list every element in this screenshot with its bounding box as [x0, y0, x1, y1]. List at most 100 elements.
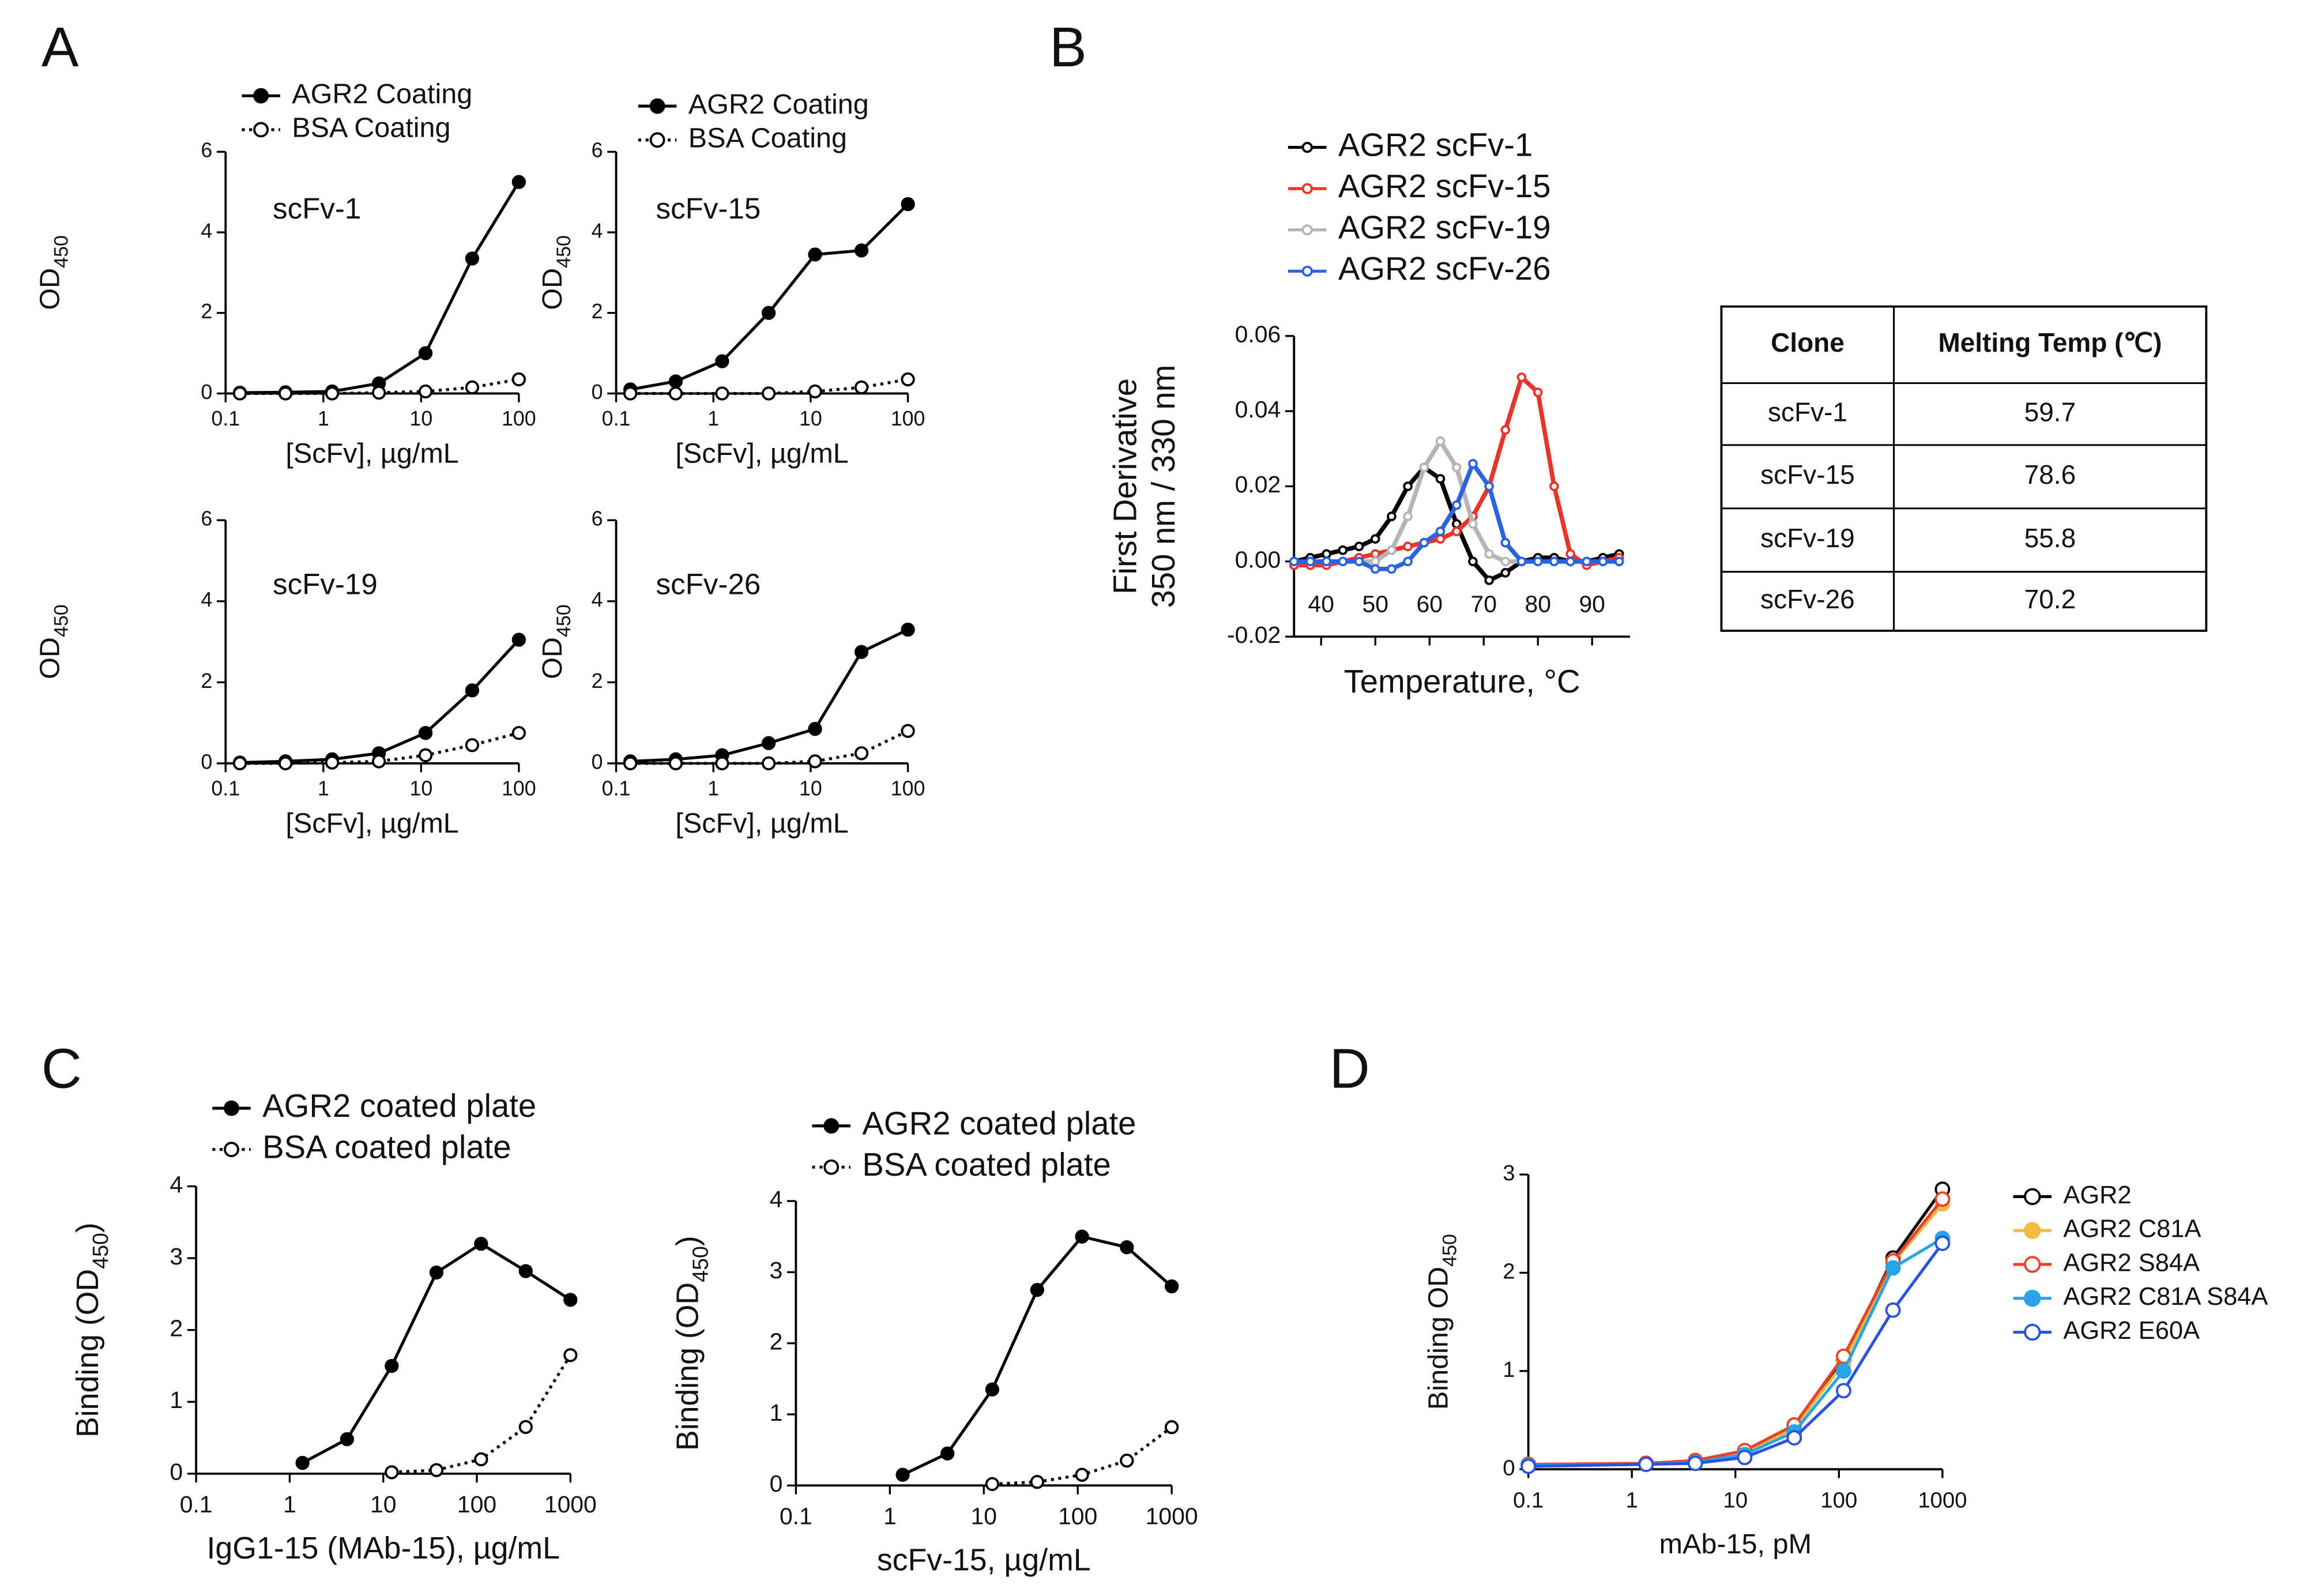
- data-point: [1075, 1467, 1089, 1482]
- data-point: [325, 386, 340, 401]
- data-point: [1500, 425, 1511, 435]
- y-tick-label: 0.02: [1235, 471, 1281, 498]
- legend-label: BSA coated plate: [862, 1146, 1111, 1183]
- data-point: [1516, 372, 1527, 382]
- y-tick-label: 4: [201, 219, 212, 242]
- data-point: [465, 683, 480, 698]
- data-point: [325, 755, 340, 770]
- data-point: [668, 386, 683, 401]
- x-tick-label: 100: [502, 777, 536, 800]
- data-point: [1565, 556, 1575, 567]
- data-point: [808, 247, 822, 262]
- legend-marker: [2024, 1222, 2041, 1239]
- y-tick-label: 0: [592, 381, 603, 404]
- x-tick-label: 1: [283, 1491, 296, 1518]
- data-point: [1120, 1240, 1134, 1255]
- y-tick-label: 0.06: [1235, 321, 1281, 348]
- y-tick-label: 2: [592, 669, 603, 692]
- data-point: [1549, 556, 1559, 567]
- table-cell: scFv-1: [1768, 397, 1847, 427]
- data-point: [1435, 436, 1446, 446]
- x-tick-label: 1000: [1918, 1488, 1967, 1513]
- x-tick-label: 1: [707, 777, 719, 800]
- data-point: [1614, 556, 1624, 567]
- y-axis-label: OD450: [537, 235, 575, 310]
- data-point: [1468, 519, 1478, 529]
- table-cell: 70.2: [2024, 584, 2076, 614]
- data-point: [1786, 1430, 1802, 1446]
- x-tick-label: 1000: [1146, 1503, 1198, 1529]
- y-tick-label: 6: [201, 507, 212, 530]
- data-point: [1500, 568, 1511, 578]
- x-tick-label: 0.1: [1513, 1488, 1544, 1513]
- data-point: [371, 754, 386, 769]
- data-point: [1338, 556, 1348, 567]
- data-point: [474, 1452, 488, 1467]
- data-point: [1484, 575, 1494, 585]
- y-tick-label: 0.04: [1235, 396, 1281, 423]
- x-tick-label: 0.1: [602, 407, 631, 430]
- x-tick-label: 100: [1820, 1488, 1857, 1513]
- y-tick-label: 1: [170, 1387, 183, 1413]
- data-point: [808, 384, 822, 399]
- x-tick-label: 1000: [544, 1491, 597, 1518]
- x-tick-label: 1: [707, 407, 719, 430]
- y-axis-label: OD450: [34, 604, 72, 679]
- y-tick-label: 0: [770, 1470, 783, 1497]
- data-point: [901, 622, 915, 637]
- data-point: [854, 243, 869, 258]
- y-axis-label-subscript: 450: [553, 604, 575, 637]
- legend-marker: [649, 98, 665, 114]
- series-line: [1528, 1242, 1944, 1468]
- data-point: [1500, 537, 1511, 548]
- data-point: [901, 372, 915, 387]
- y-tick-label: 6: [592, 507, 603, 530]
- data-point: [1164, 1420, 1179, 1435]
- data-point: [1403, 556, 1413, 567]
- panel-label: C: [42, 1037, 82, 1100]
- series-line: [1528, 1237, 1944, 1467]
- data-point: [761, 306, 776, 320]
- data-point: [1500, 556, 1511, 567]
- data-point: [623, 386, 638, 401]
- x-axis-label: Temperature, °C: [1344, 663, 1580, 699]
- y-axis-label-subscript: 450: [51, 235, 73, 268]
- data-point: [511, 175, 526, 189]
- legend-marker: [1301, 224, 1313, 236]
- panel-label: B: [1049, 16, 1087, 78]
- data-point: [371, 385, 386, 400]
- data-point: [1030, 1475, 1044, 1489]
- data-point: [1403, 511, 1413, 521]
- y-axis-label-text: OD: [537, 268, 568, 310]
- y-axis-label-text: ): [70, 1222, 105, 1233]
- y-tick-label: 0: [201, 750, 212, 773]
- legend-label: AGR2 scFv-19: [1338, 209, 1551, 246]
- x-tick-label: 70: [1470, 590, 1496, 617]
- x-axis-label: IgG1-15 (MAb-15), µg/mL: [207, 1531, 560, 1565]
- y-tick-label: 3: [1503, 1161, 1515, 1185]
- y-tick-label: 1: [1503, 1357, 1515, 1382]
- panel-label: A: [42, 16, 79, 78]
- legend-marker: [2024, 1256, 2041, 1273]
- data-point: [278, 756, 293, 771]
- legend-label: AGR2 S84A: [2063, 1249, 2200, 1277]
- x-tick-label: 0.1: [180, 1491, 213, 1518]
- data-point: [1370, 549, 1380, 559]
- y-axis-label-line: 350 nm / 330 nm: [1145, 364, 1181, 608]
- x-axis-label: [ScFv], µg/mL: [675, 808, 848, 839]
- x-tick-label: 10: [971, 1503, 997, 1529]
- data-point: [761, 756, 776, 771]
- data-point: [1435, 526, 1446, 536]
- data-point: [1451, 500, 1462, 510]
- legend-label: AGR2 scFv-26: [1338, 250, 1551, 287]
- data-point: [1322, 556, 1331, 567]
- data-point: [518, 1420, 533, 1435]
- data-point: [1435, 534, 1446, 544]
- x-tick-label: 10: [1723, 1488, 1748, 1513]
- y-tick-label: 6: [201, 139, 212, 162]
- table-header: Melting Temp (℃): [1938, 328, 2162, 357]
- x-tick-label: 0.1: [211, 407, 240, 430]
- table-cell: scFv-15: [1760, 460, 1855, 490]
- table-cell: 59.7: [2024, 397, 2076, 427]
